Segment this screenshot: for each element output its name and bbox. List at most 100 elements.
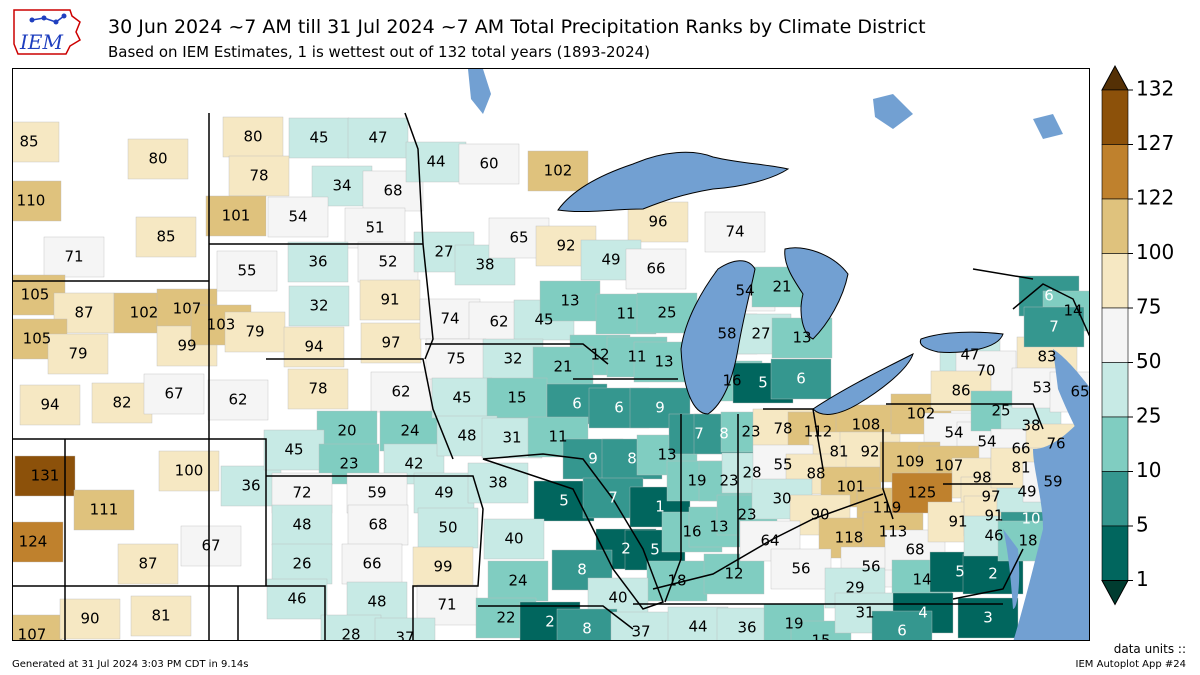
district-42: [283, 326, 345, 368]
district-53: [413, 472, 475, 514]
district-rank-label: 59: [1043, 473, 1062, 491]
great-lakes-and-ocean: [468, 69, 1089, 640]
district-rank-label: 5: [559, 492, 569, 510]
district-rank-label: 113: [879, 523, 908, 541]
district-rank-label: 78: [249, 167, 268, 185]
district-135: [770, 358, 832, 400]
district-rank-label: 20: [337, 422, 356, 440]
district-rank-label: 91: [948, 513, 967, 531]
district-rank-label: 91: [380, 291, 399, 309]
district-rank-label: 91: [984, 507, 1003, 525]
district-57: [271, 543, 333, 585]
district-103: [483, 518, 545, 560]
district-35: [344, 207, 406, 249]
district-rank-label: 3: [983, 609, 993, 627]
colorbar-tick-label: 5: [1136, 513, 1149, 537]
district-rank-label: 107: [18, 626, 47, 642]
district-rank-label: 87: [138, 555, 157, 573]
colorbar-tick-label: 100: [1136, 240, 1174, 264]
district-189: [1023, 306, 1085, 348]
colorbar-tick-label: 1: [1136, 567, 1149, 591]
colorbar-tick-label: 127: [1136, 131, 1174, 155]
district-rank-label: 6: [897, 622, 907, 640]
district-3: [135, 216, 197, 258]
district-rank-label: 90: [80, 610, 99, 628]
district-rank-label: 2: [621, 540, 631, 558]
district-rank-label: 62: [391, 383, 410, 401]
district-rank-label: 16: [682, 523, 701, 541]
district-75: [704, 211, 766, 253]
district-rank-label: 80: [148, 150, 167, 168]
district-rank-label: 27: [751, 325, 770, 343]
district-rank-label: 51: [365, 219, 384, 237]
district-rank-label: 44: [688, 618, 707, 636]
district-rank-label: 37: [631, 623, 650, 641]
district-rank-label: 101: [837, 478, 866, 496]
district-113: [610, 611, 672, 640]
district-rank-label: 11: [616, 305, 635, 323]
colorbar-segment: [1101, 89, 1129, 145]
district-rank-label: 48: [367, 593, 386, 611]
district-rank-label: 92: [556, 237, 575, 255]
district-rank-label: 19: [784, 615, 803, 633]
district-rank-label: 88: [806, 465, 825, 483]
colorbar-tick-label: 10: [1136, 458, 1161, 482]
district-rank-label: 44: [426, 153, 445, 171]
district-rank-label: 45: [309, 129, 328, 147]
generated-timestamp: Generated at 31 Jul 2024 3:03 PM CDT in …: [12, 659, 249, 670]
district-rank-label: 45: [284, 441, 303, 459]
district-99: [467, 462, 529, 504]
colorbar-under-triangle: [1101, 580, 1129, 606]
district-rank-label: 11: [627, 348, 646, 366]
district-89: [486, 377, 548, 419]
district-rank-label: 13: [657, 446, 676, 464]
district-rank-label: 28: [341, 626, 360, 642]
colorbar-segment: [1101, 416, 1129, 472]
district-rank-label: 65: [509, 229, 528, 247]
district-rank-label: 68: [368, 516, 387, 534]
district-rank-label: 47: [368, 129, 387, 147]
lake-michigan: [680, 260, 756, 415]
lake-nipigon: [468, 69, 491, 114]
district-59: [412, 546, 474, 588]
district-150: [770, 548, 832, 590]
district-rank-label: 5: [650, 541, 660, 559]
app-name: IEM Autoplot App #24: [1075, 659, 1186, 670]
district-rank-label: 46: [984, 527, 1003, 545]
colorbar-tick-label: 75: [1136, 295, 1161, 319]
district-37: [287, 241, 349, 283]
district-rank-label: 38: [1021, 417, 1040, 435]
district-rank-label: 9: [655, 399, 665, 417]
district-64: [374, 617, 436, 640]
district-29: [347, 117, 409, 159]
district-rank-label: 48: [292, 516, 311, 534]
district-rank-label: 50: [438, 519, 457, 537]
district-rank-label: 66: [1011, 440, 1030, 458]
iem-logo: IEM: [10, 4, 88, 58]
colorbar-canvas: 132 127 122 100 75 50 25 10 5 1: [1101, 64, 1174, 606]
district-rank-label: 25: [657, 304, 676, 322]
district-rank-label: 38: [475, 256, 494, 274]
district-2: [13, 180, 62, 222]
district-rank-label: 45: [534, 311, 553, 329]
district-159: [871, 610, 933, 640]
district-22: [13, 521, 64, 563]
district-20: [73, 489, 135, 531]
district-67: [527, 150, 589, 192]
district-rank-label: 78: [308, 380, 327, 398]
district-rank-label: 54: [288, 208, 307, 226]
district-rank-label: 32: [503, 350, 522, 368]
district-rank-label: 18: [667, 572, 686, 590]
district-rank-label: 62: [228, 391, 247, 409]
district-1: [127, 138, 189, 180]
district-rank-label: 8: [719, 425, 729, 443]
district-16: [207, 379, 269, 421]
page-title: 30 Jun 2024 ~7 AM till 31 Jul 2024 ~7 AM…: [108, 16, 926, 38]
district-rank-label: 31: [855, 604, 874, 622]
district-rank-label: 14: [912, 571, 931, 589]
lake-superior: [557, 151, 790, 213]
data-units-label: data units ::: [1113, 642, 1186, 656]
district-rank-label: 46: [287, 590, 306, 608]
district-rank-label: 76: [1046, 435, 1065, 453]
